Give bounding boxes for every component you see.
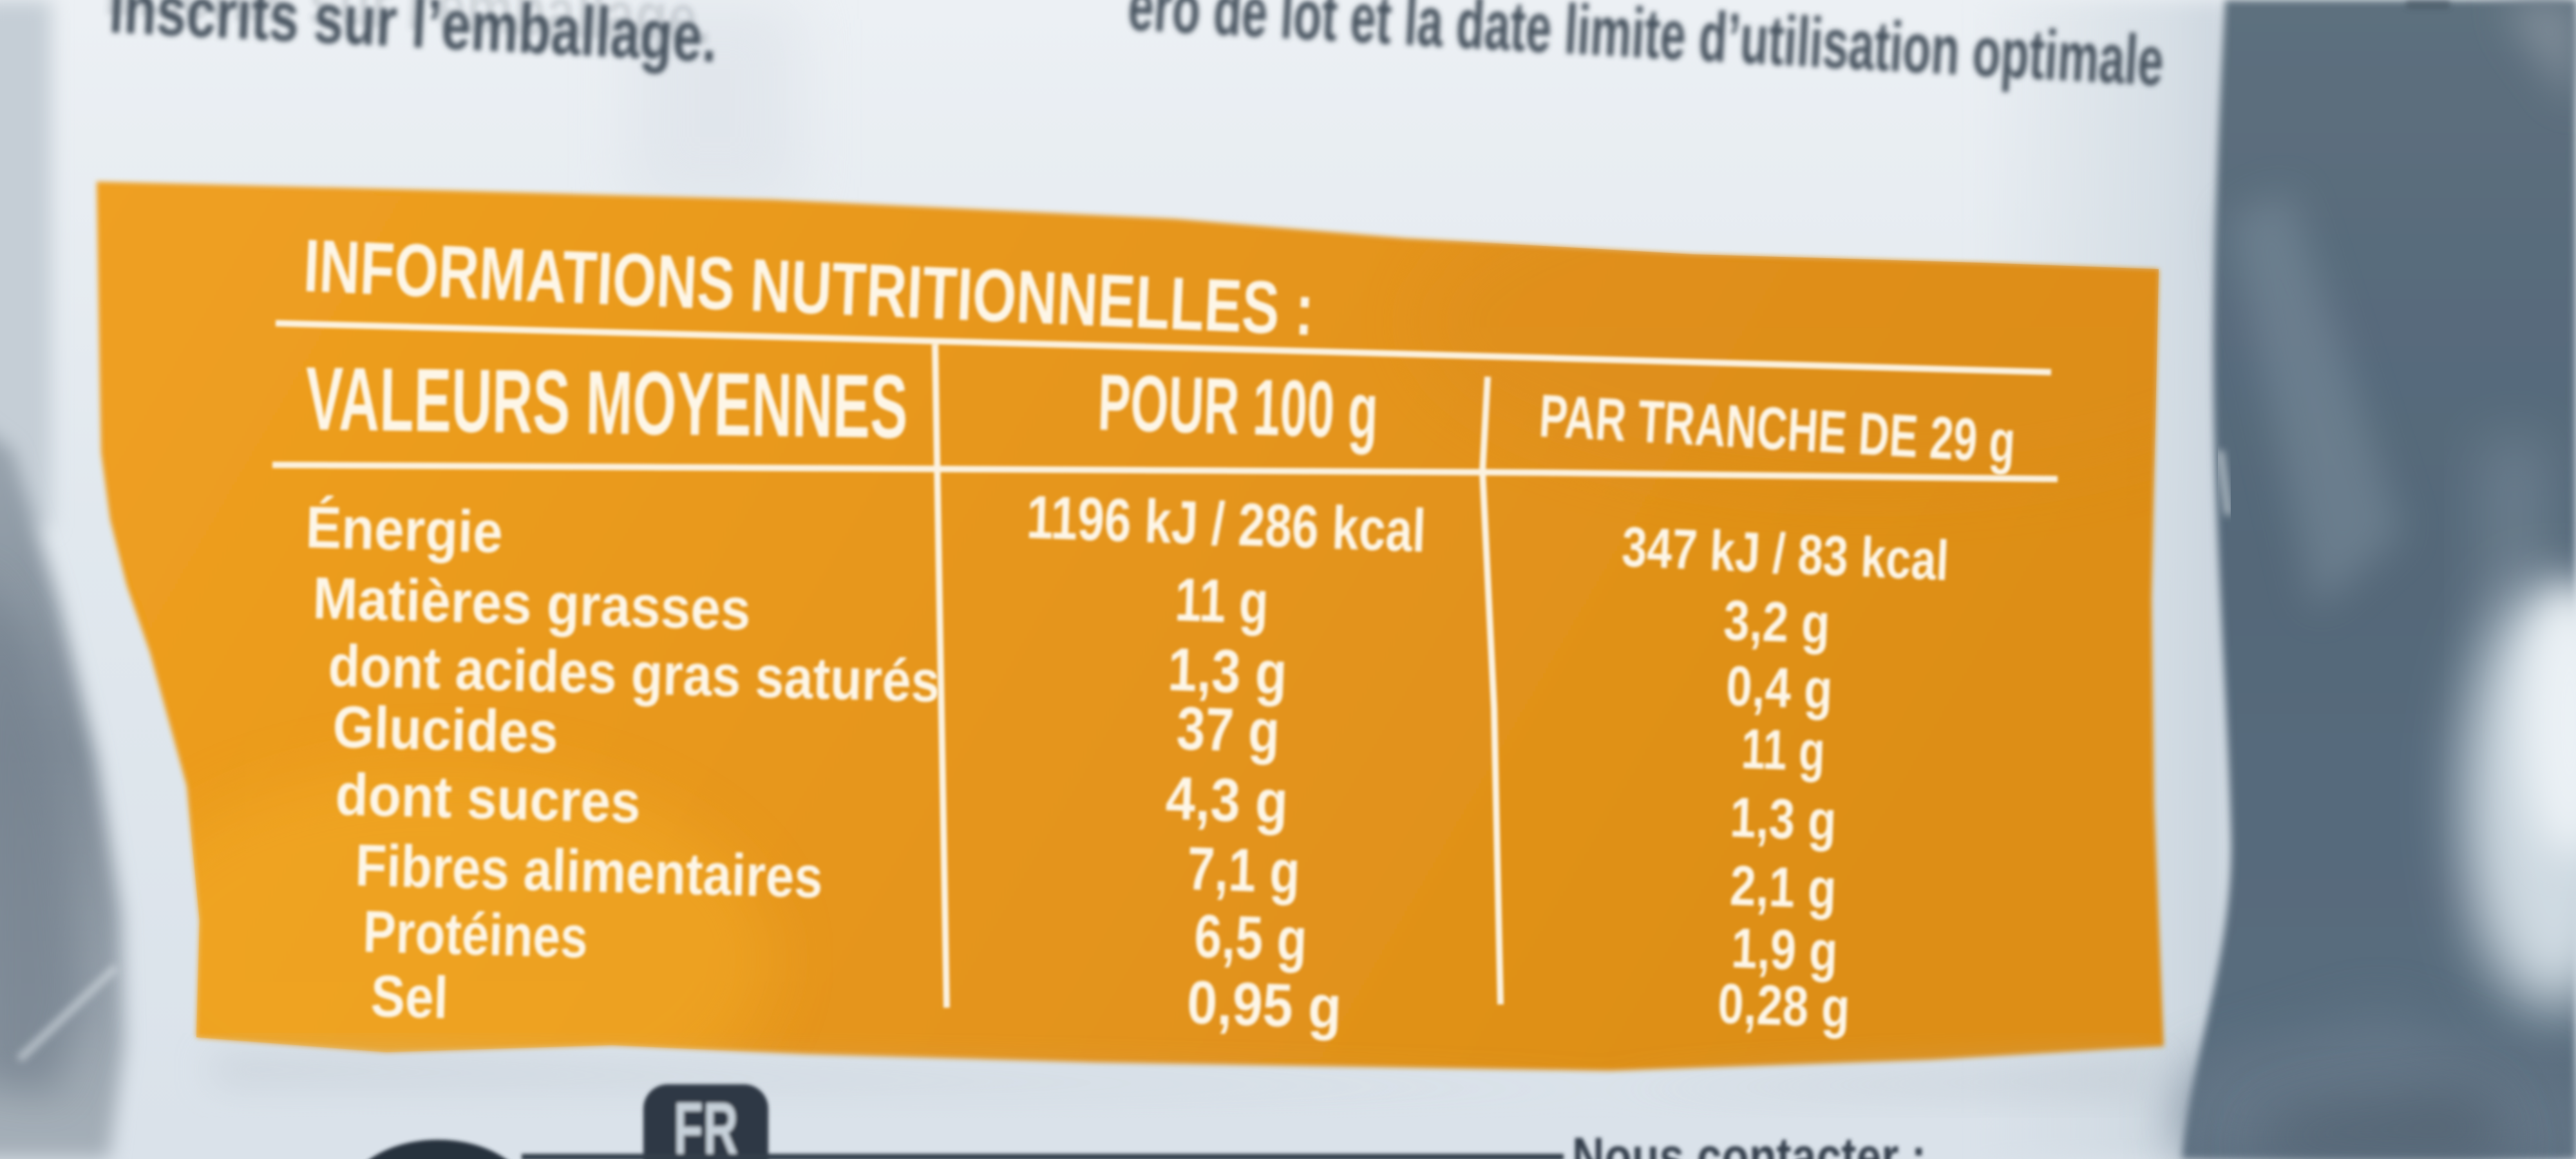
svg-text:37 g: 37 g [1175,694,1281,766]
svg-text:11 g: 11 g [1174,566,1270,637]
svg-text:Matières grasses: Matières grasses [312,565,751,643]
svg-text:1,3 g: 1,3 g [1167,636,1289,708]
svg-text:Fibres alimentaires: Fibres alimentaires [354,833,823,910]
svg-text:3,2 g: 3,2 g [1723,588,1831,655]
svg-text:11 g: 11 g [1740,717,1826,783]
svg-text:347 kJ / 83 kcal: 347 kJ / 83 kcal [1620,514,1950,592]
svg-text:dont sucres: dont sucres [334,762,641,835]
svg-text:6,5 g: 6,5 g [1193,902,1309,974]
svg-text:4,3 g: 4,3 g [1164,764,1289,837]
svg-text:Nous contacter :: Nous contacter : [1572,1127,1926,1159]
svg-text:1,3 g: 1,3 g [1729,785,1837,853]
svg-text:VALEURS MOYENNES: VALEURS MOYENNES [305,348,909,457]
svg-text:1196 kJ / 286 kcal: 1196 kJ / 286 kcal [1025,483,1426,565]
svg-text:FR: FR [674,1088,738,1159]
svg-text:dont acides gras saturés: dont acides gras saturés [327,633,940,715]
svg-text:POUR 100 g: POUR 100 g [1097,358,1379,456]
svg-text:2,1 g: 2,1 g [1729,853,1837,921]
svg-text:0,28 g: 0,28 g [1717,971,1851,1039]
svg-text:1,9 g: 1,9 g [1730,916,1839,983]
svg-text:7,1 g: 7,1 g [1186,834,1302,907]
svg-text:0,95 g: 0,95 g [1186,968,1343,1042]
svg-text:Énergie: Énergie [305,494,504,565]
svg-text:Glucides: Glucides [332,694,559,766]
svg-text:Protéines: Protéines [362,899,589,970]
svg-text:Sel: Sel [370,963,449,1031]
svg-text:0,4 g: 0,4 g [1725,654,1833,721]
